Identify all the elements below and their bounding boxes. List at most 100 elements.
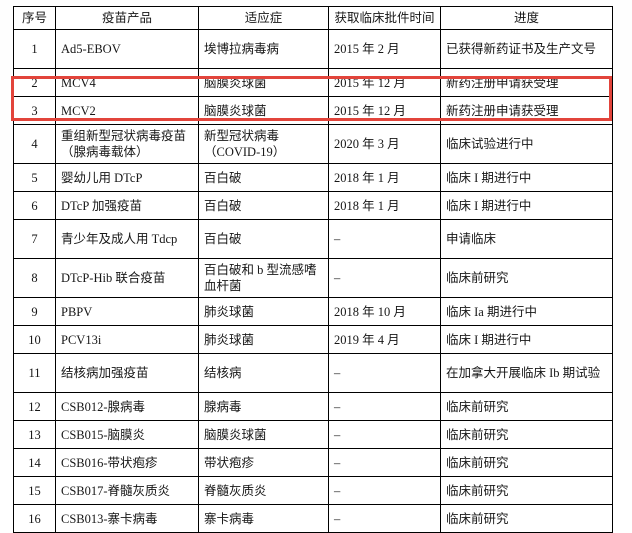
cell-product: CSB013-寨卡病毒: [55, 504, 199, 533]
table-row: 4 重组新型冠状病毒疫苗（腺病毒载体） 新型冠状病毒（COVID-19） 2020 年…: [13, 124, 613, 164]
cell-product: MCV4: [55, 68, 199, 97]
cell-no: 4: [13, 124, 56, 164]
cell-product: 婴幼儿用 DTcP: [55, 163, 199, 192]
cell-approval-time: 2015 年 2 月: [328, 29, 441, 69]
cell-progress: 临床 I 期进行中: [440, 325, 613, 354]
cell-indication: 百白破: [198, 191, 329, 220]
cell-indication: 埃博拉病毒病: [198, 29, 329, 69]
document-page: 序号 疫苗产品 适应症 获取临床批件时间 进度 1 Ad5-EBOV 埃博拉病毒病 2…: [11, 6, 613, 533]
cell-approval-time: 2019 年 4 月: [328, 325, 441, 354]
cell-product: CSB016-带状疱疹: [55, 448, 199, 477]
table-header-row: 序号 疫苗产品 适应症 获取临床批件时间 进度: [13, 6, 613, 30]
cell-no: 16: [13, 504, 56, 533]
cell-product: MCV2: [55, 96, 199, 125]
cell-approval-time: 2018 年 10 月: [328, 297, 441, 326]
table-row: 5 婴幼儿用 DTcP 百白破 2018 年 1 月临床 I 期进行中: [13, 163, 613, 192]
cell-progress: 已获得新药证书及生产文号: [440, 29, 613, 69]
column-header-approval-time: 获取临床批件时间: [328, 6, 441, 30]
cell-product: CSB012-腺病毒: [55, 392, 199, 421]
table-row: 7 青少年及成人用 Tdcp 百白破 – 申请临床: [13, 219, 613, 259]
cell-no: 12: [13, 392, 56, 421]
cell-progress: 临床试验进行中: [440, 124, 613, 164]
cell-approval-time: –: [328, 504, 441, 533]
cell-approval-time: –: [328, 392, 441, 421]
vaccine-pipeline-table: 序号 疫苗产品 适应症 获取临床批件时间 进度 1 Ad5-EBOV 埃博拉病毒病 2…: [13, 6, 613, 533]
cell-indication: 脑膜炎球菌: [198, 96, 329, 125]
cell-indication: 结核病: [198, 353, 329, 393]
cell-progress: 临床 I 期进行中: [440, 191, 613, 220]
table-row: 8 DTcP-Hib 联合疫苗 百白破和 b 型流感嗜血杆菌 – 临床前研究: [13, 258, 613, 298]
cell-progress: 临床前研究: [440, 504, 613, 533]
cell-product: DTcP-Hib 联合疫苗: [55, 258, 199, 298]
cell-progress: 申请临床: [440, 219, 613, 259]
cell-approval-time: –: [328, 258, 441, 298]
cell-progress: 新药注册申请获受理: [440, 96, 613, 125]
table-row: 15 CSB017-脊髓灰质炎 脊髓灰质炎 – 临床前研究: [13, 476, 613, 505]
cell-product: 结核病加强疫苗: [55, 353, 199, 393]
cell-progress: 临床 Ia 期进行中: [440, 297, 613, 326]
cell-product: 重组新型冠状病毒疫苗（腺病毒载体）: [55, 124, 199, 164]
cell-approval-time: –: [328, 420, 441, 449]
cell-approval-time: –: [328, 353, 441, 393]
table-row: 3 MCV2 脑膜炎球菌 2015 年 12 月新药注册申请获受理: [13, 96, 613, 125]
cell-product: Ad5-EBOV: [55, 29, 199, 69]
cell-indication: 百白破和 b 型流感嗜血杆菌: [198, 258, 329, 298]
cell-indication: 腺病毒: [198, 392, 329, 421]
cell-progress: 临床 I 期进行中: [440, 163, 613, 192]
cell-progress: 在加拿大开展临床 Ib 期试验: [440, 353, 613, 393]
cell-indication: 百白破: [198, 163, 329, 192]
column-header-indication: 适应症: [198, 6, 329, 30]
table-row: 10 PCV13i 肺炎球菌 2019 年 4 月临床 I 期进行中: [13, 325, 613, 354]
cell-approval-time: –: [328, 476, 441, 505]
cell-product: PCV13i: [55, 325, 199, 354]
cell-no: 8: [13, 258, 56, 298]
table-row: 14 CSB016-带状疱疹 带状疱疹 – 临床前研究: [13, 448, 613, 477]
table-row: 9 PBPV 肺炎球菌 2018 年 10 月临床 Ia 期进行中: [13, 297, 613, 326]
cell-no: 11: [13, 353, 56, 393]
column-header-no: 序号: [13, 6, 56, 30]
table-row: 11 结核病加强疫苗 结核病 – 在加拿大开展临床 Ib 期试验: [13, 353, 613, 393]
cell-approval-time: –: [328, 448, 441, 477]
cell-indication: 新型冠状病毒（COVID-19）: [198, 124, 329, 164]
column-header-product: 疫苗产品: [55, 6, 199, 30]
cell-progress: 临床前研究: [440, 476, 613, 505]
table-body: 1 Ad5-EBOV 埃博拉病毒病 2015 年 2 月已获得新药证书及生产文号 2 MC…: [13, 29, 613, 533]
cell-no: 14: [13, 448, 56, 477]
table-row: 2 MCV4 脑膜炎球菌 2015 年 12 月新药注册申请获受理: [13, 68, 613, 97]
cell-no: 7: [13, 219, 56, 259]
cell-approval-time: 2020 年 3 月: [328, 124, 441, 164]
cell-approval-time: 2015 年 12 月: [328, 96, 441, 125]
cell-approval-time: 2018 年 1 月: [328, 191, 441, 220]
table-row: 12 CSB012-腺病毒 腺病毒 – 临床前研究: [13, 392, 613, 421]
cell-indication: 百白破: [198, 219, 329, 259]
cell-no: 2: [13, 68, 56, 97]
cell-approval-time: 2015 年 12 月: [328, 68, 441, 97]
cell-progress: 临床前研究: [440, 420, 613, 449]
cell-indication: 带状疱疹: [198, 448, 329, 477]
cell-progress: 新药注册申请获受理: [440, 68, 613, 97]
table-row: 13 CSB015-脑膜炎 脑膜炎球菌 – 临床前研究: [13, 420, 613, 449]
cell-indication: 脑膜炎球菌: [198, 68, 329, 97]
column-header-progress: 进度: [440, 6, 613, 30]
cell-approval-time: –: [328, 219, 441, 259]
cell-indication: 寨卡病毒: [198, 504, 329, 533]
cell-no: 15: [13, 476, 56, 505]
cell-no: 10: [13, 325, 56, 354]
table-row: 6 DTcP 加强疫苗 百白破 2018 年 1 月临床 I 期进行中: [13, 191, 613, 220]
cell-progress: 临床前研究: [440, 448, 613, 477]
table-header: 序号 疫苗产品 适应症 获取临床批件时间 进度: [13, 6, 613, 30]
cell-indication: 肺炎球菌: [198, 325, 329, 354]
cell-no: 5: [13, 163, 56, 192]
cell-progress: 临床前研究: [440, 392, 613, 421]
cell-product: PBPV: [55, 297, 199, 326]
cell-approval-time: 2018 年 1 月: [328, 163, 441, 192]
cell-no: 13: [13, 420, 56, 449]
cell-indication: 脊髓灰质炎: [198, 476, 329, 505]
cell-indication: 肺炎球菌: [198, 297, 329, 326]
cell-no: 3: [13, 96, 56, 125]
cell-product: DTcP 加强疫苗: [55, 191, 199, 220]
cell-no: 6: [13, 191, 56, 220]
cell-indication: 脑膜炎球菌: [198, 420, 329, 449]
cell-no: 1: [13, 29, 56, 69]
table-row: 16 CSB013-寨卡病毒 寨卡病毒 – 临床前研究: [13, 504, 613, 533]
